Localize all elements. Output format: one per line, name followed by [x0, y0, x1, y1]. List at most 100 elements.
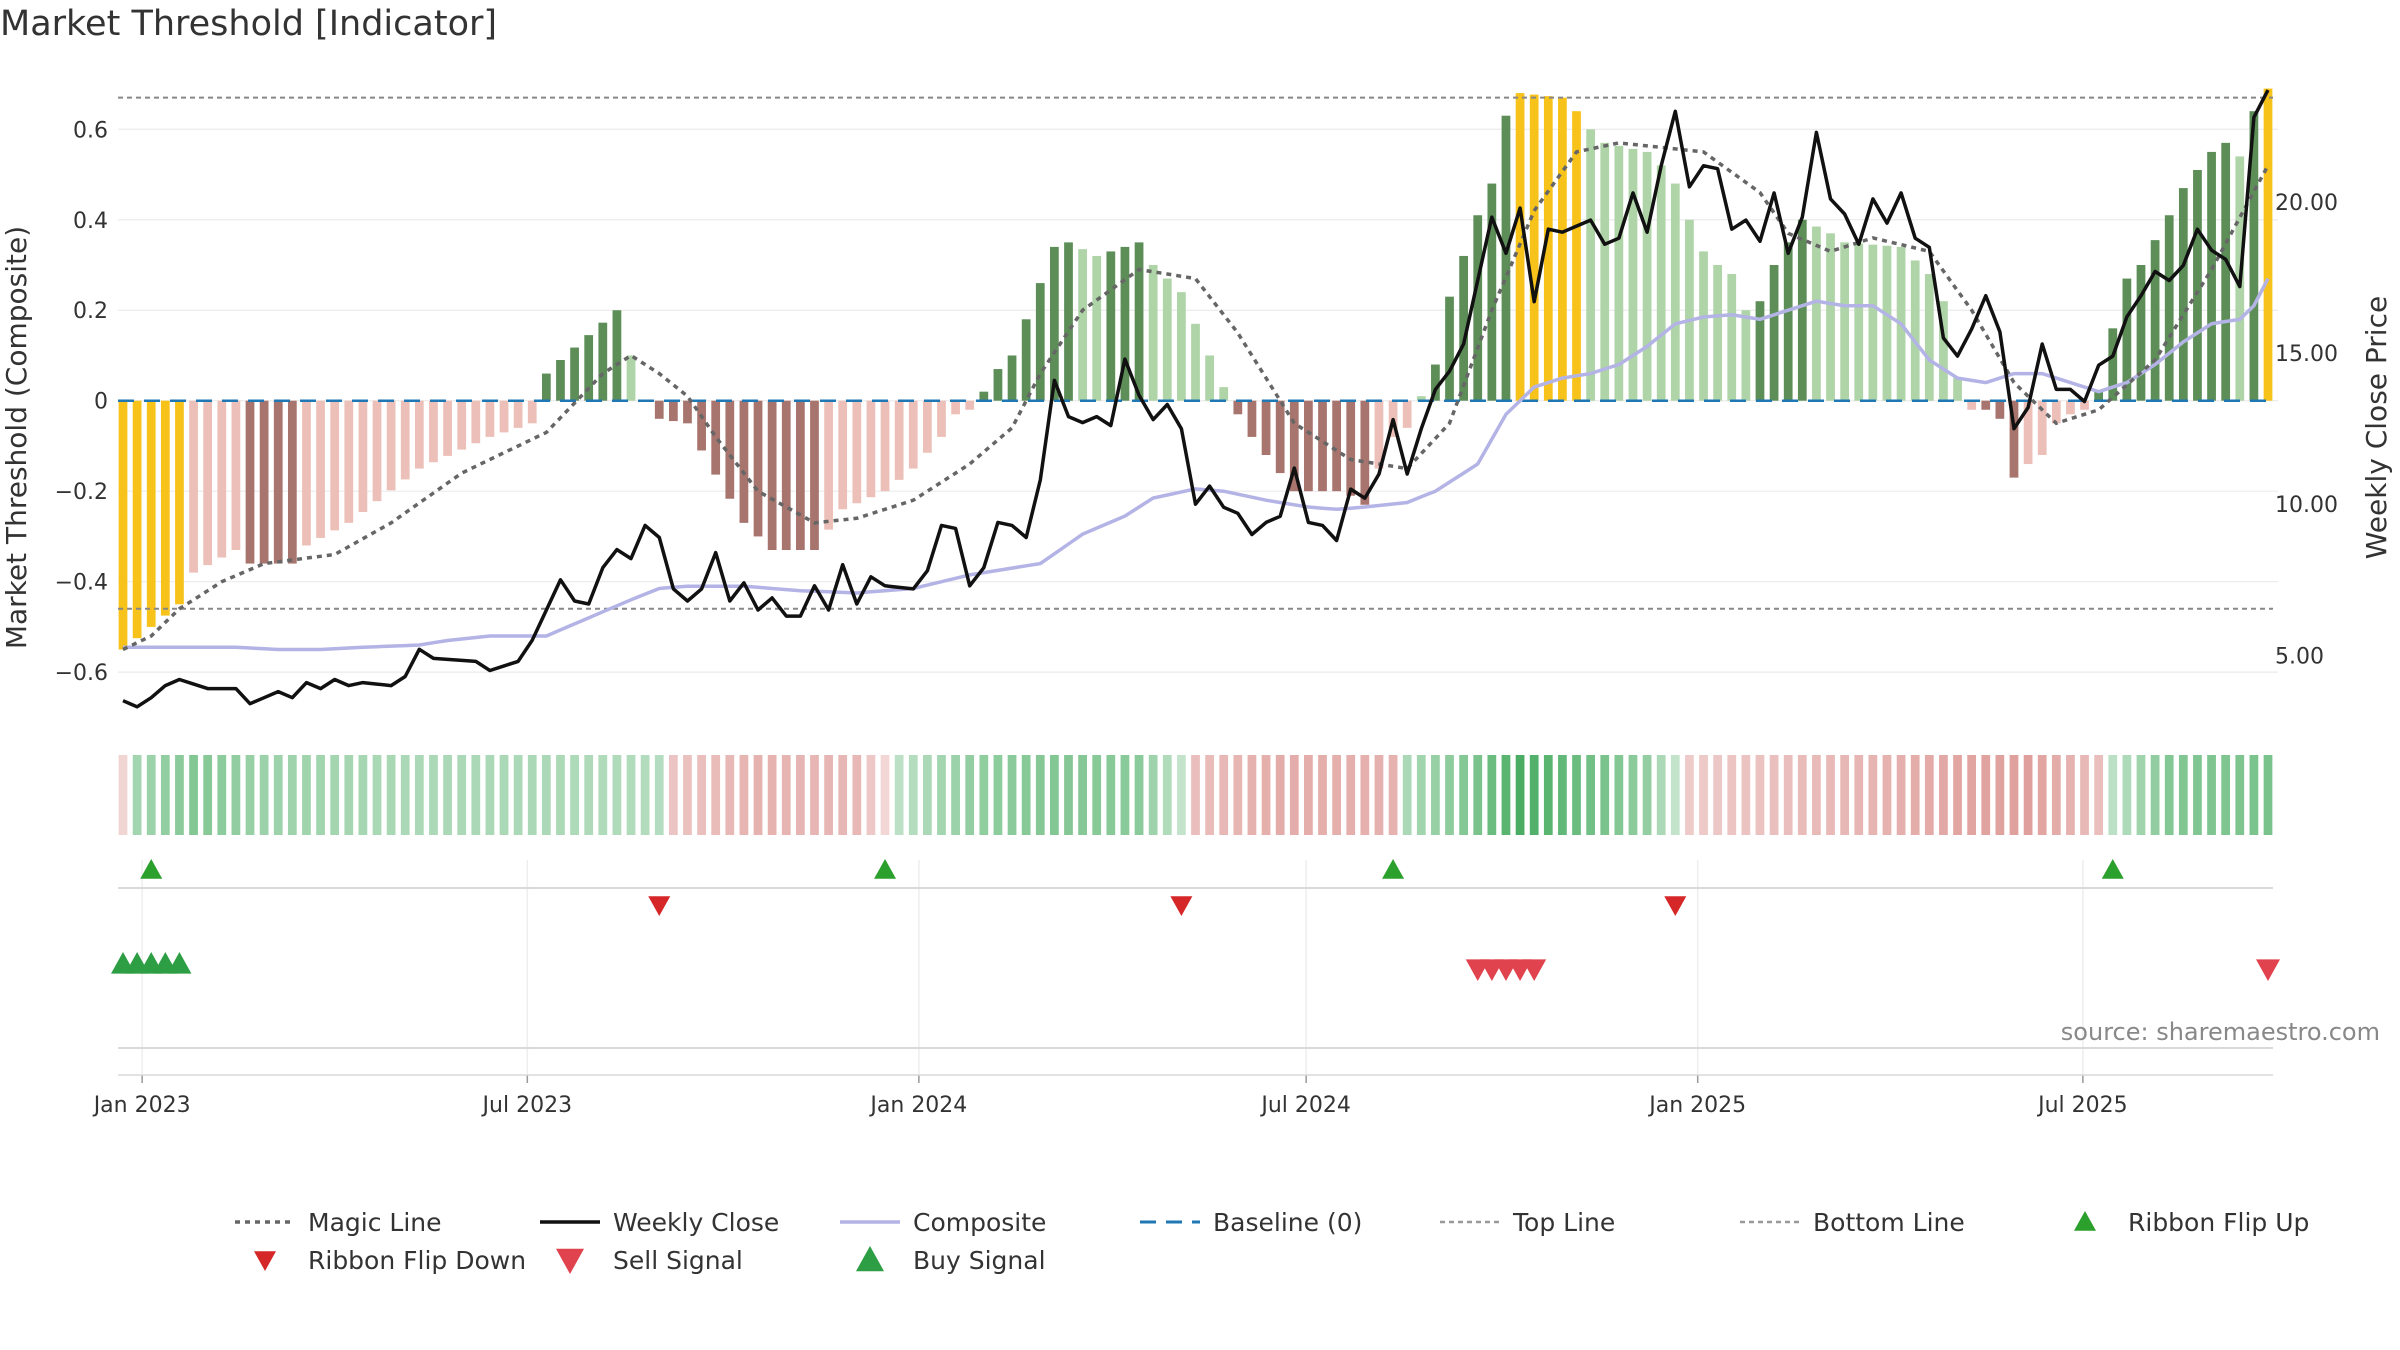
ribbon-cell	[1233, 755, 1243, 835]
ribbon-cell	[1896, 755, 1906, 835]
composite-bar	[1275, 400, 1285, 474]
ribbon-cell	[443, 755, 452, 835]
ribbon-cell	[203, 755, 213, 835]
ribbon-cell	[457, 755, 467, 835]
signal-panels: Jan 2023 Jul 2023 Jan 2024 Jul 2024 Jan 2025…	[92, 859, 2280, 1118]
composite-bar	[1882, 245, 1892, 401]
ribbon-cell	[1656, 755, 1666, 835]
ribbon-cell	[810, 755, 819, 835]
ribbon-cell	[908, 755, 918, 835]
legend-label: Sell Signal	[613, 1246, 743, 1275]
composite-bar	[1431, 364, 1440, 401]
composite-bar	[1402, 400, 1412, 428]
ribbon-cell	[1572, 755, 1581, 835]
ribbon-cell	[118, 755, 128, 835]
composite-bar	[923, 400, 932, 453]
ribbon-cell	[2023, 755, 2033, 835]
ribbon-cell	[1713, 755, 1723, 835]
ribbon-cell	[1924, 755, 1934, 835]
ribbon-cell	[951, 755, 960, 835]
composite-bar	[1332, 400, 1341, 492]
weekly-close-line	[122, 89, 2270, 709]
composite-bars	[118, 88, 2273, 650]
composite-bar	[1558, 97, 1567, 401]
ribbon-cell	[2164, 755, 2174, 835]
composite-bar	[175, 400, 184, 605]
composite-bar	[1699, 251, 1708, 401]
ribbon-cell	[1783, 755, 1793, 835]
composite-bar	[598, 322, 608, 401]
composite-bar	[273, 400, 283, 564]
composite-bar	[1162, 278, 1172, 401]
legend-label: Magic Line	[308, 1208, 442, 1237]
composite-bar	[683, 400, 692, 424]
ribbon-cell	[414, 755, 424, 835]
composite-bar	[414, 400, 424, 469]
composite-bar	[1614, 145, 1624, 401]
ribbon-cell	[1289, 755, 1299, 835]
composite-bar	[1783, 242, 1793, 401]
composite-bar	[1656, 165, 1666, 401]
ribbon-cell	[1332, 755, 1341, 835]
composite-bar	[1826, 233, 1835, 401]
left-tick-label: −0.4	[55, 571, 108, 596]
composite-bar	[1148, 265, 1158, 401]
composite-bar	[2263, 88, 2273, 401]
composite-bar	[287, 400, 297, 564]
ribbon-cell	[1219, 755, 1229, 835]
composite-bar	[541, 373, 551, 401]
composite-bar	[203, 400, 213, 566]
ribbon-cell	[1035, 755, 1045, 835]
composite-bar	[810, 400, 819, 550]
composite-bar	[2193, 170, 2202, 401]
composite-bar	[1840, 242, 1850, 401]
ribbon-cell	[1402, 755, 1412, 835]
ribbon-cell	[2207, 755, 2216, 835]
composite-bar	[1727, 274, 1737, 401]
ribbon-cell	[993, 755, 1003, 835]
ribbon-cell	[2249, 755, 2259, 835]
composite-bar	[1628, 148, 1638, 401]
composite-bar	[400, 400, 410, 480]
composite-bar	[767, 400, 777, 550]
composite-bar	[711, 400, 721, 475]
composite-bar	[1854, 243, 1864, 401]
ribbon-cell	[175, 755, 184, 835]
composite-bar	[2094, 391, 2104, 401]
right-tick-label: 5.00	[2275, 644, 2324, 669]
ribbon-cell	[1106, 755, 1116, 835]
ribbon-cell	[1092, 755, 1102, 835]
ribbon-cell	[1487, 755, 1497, 835]
composite-bar	[2108, 328, 2118, 401]
ribbon-cell	[358, 755, 368, 835]
ribbon-cell	[1134, 755, 1144, 835]
ribbon-cell	[1304, 755, 1313, 835]
composite-bar	[1543, 96, 1553, 401]
composite-bar	[1572, 111, 1581, 401]
composite-bar	[2066, 400, 2075, 415]
ribbon-cell	[1445, 755, 1454, 835]
composite-bar	[1261, 400, 1271, 455]
ribbon-cell	[1543, 755, 1553, 835]
composite-bar	[894, 400, 904, 480]
ribbon-cell	[1318, 755, 1327, 835]
ribbon-flip-down-marker	[1664, 896, 1687, 916]
composite-bar	[1445, 296, 1454, 401]
ribbon-cell	[852, 755, 862, 835]
ribbon-cell	[245, 755, 255, 835]
ribbon-cell	[1868, 755, 1878, 835]
legend-ribbon-flip-down-swatch	[254, 1251, 276, 1271]
composite-bar	[1501, 115, 1511, 401]
ribbon-cell	[1642, 755, 1652, 835]
ribbon-cell	[781, 755, 791, 835]
ribbon-cell	[1177, 755, 1186, 835]
ribbon-cell	[386, 755, 396, 835]
ribbon-cell	[1939, 755, 1948, 835]
ribbon-cell	[1769, 755, 1779, 835]
ribbon-cell	[1727, 755, 1737, 835]
composite-bar	[259, 400, 269, 564]
left-tick-label: 0.6	[73, 118, 108, 143]
legend-label: Bottom Line	[1813, 1208, 1965, 1237]
date-tick-label: Jul 2024	[1259, 1093, 1351, 1118]
ribbon-cell	[1388, 755, 1398, 835]
